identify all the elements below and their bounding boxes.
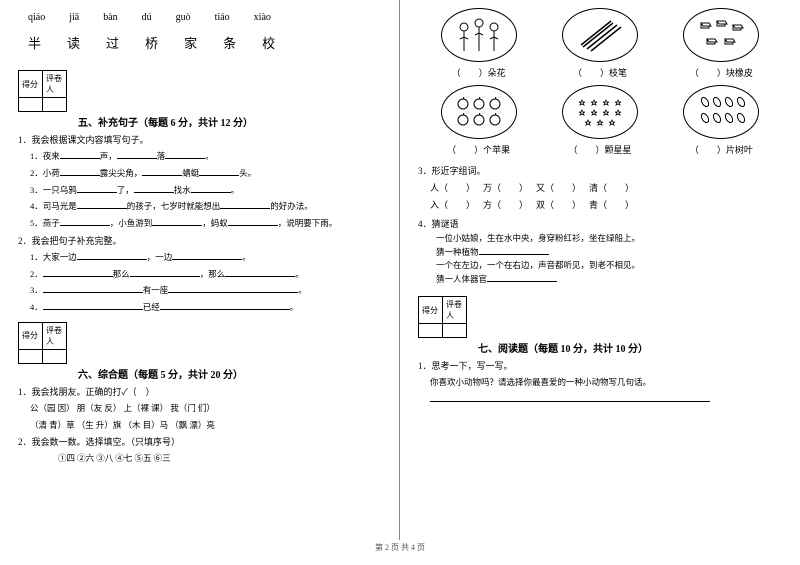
q5-1-2: 2．小荷露尖尖角，蜻蜓头。 — [30, 167, 381, 180]
section-5-title: 五、补充句子（每题 6 分，共计 12 分） — [78, 114, 381, 129]
pair: 方（ ） — [483, 198, 528, 211]
icon-row-1: （ ）朵花 （ ）枝笔 （ ）块橡皮 — [418, 8, 782, 79]
char-pairs-1: 人（ ） 万（ ） 又（ ） 清（ ） — [430, 181, 782, 194]
riddle-2b: 猜一人体器官 — [436, 273, 782, 287]
q5-1-5: 5．燕子，小鱼游到，蚂蚁，说明要下雨。 — [30, 217, 381, 230]
pinyin: tiáo — [215, 12, 230, 23]
q5-1-4: 4．司马光是的孩子，七岁时就能想出的好办法。 — [30, 200, 381, 213]
score-box: 得分 评卷人 — [18, 322, 381, 364]
q5-1-1: 1．夜来声，落。 — [30, 150, 381, 163]
hanzi: 半 — [28, 33, 41, 52]
apples-icon — [441, 85, 517, 139]
pencils-icon — [562, 8, 638, 62]
hanzi: 过 — [106, 33, 119, 52]
pinyin: qiáo — [28, 12, 45, 23]
pinyin-row: qiáo jiā bàn dú guò tiáo xiào — [28, 12, 381, 23]
q-right-4: 4．猜谜语 — [418, 217, 782, 230]
hanzi: 家 — [184, 33, 197, 52]
hanzi: 条 — [223, 33, 236, 52]
pinyin: xiào — [254, 12, 271, 23]
q5-1-3: 3．一只乌鸦了，找水。 — [30, 184, 381, 197]
q5-2-2: 2．那么，那么。 — [30, 268, 381, 281]
q6-1-line1: 公（园 因） 朋（友 反） 上（裸 课） 我（门 们） — [30, 402, 381, 415]
riddle-1b: 猜一种植物 — [436, 246, 782, 260]
leaves-icon — [683, 85, 759, 139]
riddle-2a: 一个在左边，一个在右边，声音都听见，到老不相见。 — [436, 259, 782, 273]
pair: 青（ ） — [589, 198, 634, 211]
pair: 万（ ） — [483, 181, 528, 194]
pinyin: dú — [142, 12, 152, 23]
q6-1: 1．我会找朋友。正确的打✓（ ） — [18, 385, 381, 398]
hanzi: 校 — [262, 33, 275, 52]
page-footer: 第 2 页 共 4 页 — [0, 542, 800, 553]
q-right-3: 3．形近字组词。 — [418, 164, 782, 177]
flowers-icon — [441, 8, 517, 62]
icon-label: （ ）朵花 — [419, 66, 539, 79]
section-6-title: 六、综合题（每题 5 分，共计 20 分） — [78, 366, 381, 381]
score-header: 得分 — [419, 297, 443, 324]
icon-cell: （ ）颗星星 — [540, 85, 660, 156]
pinyin: jiā — [69, 12, 79, 23]
icon-cell: （ ）朵花 — [419, 8, 539, 79]
erasers-icon — [683, 8, 759, 62]
icon-cell: （ ）个苹果 — [419, 85, 539, 156]
score-box: 得分 评卷人 — [18, 70, 381, 112]
pair: 双（ ） — [536, 198, 581, 211]
q6-1-line2: （清 青）草 （生 升）旗 （木 目）马 （飘 漂）亮 — [30, 419, 381, 432]
left-column: qiáo jiā bàn dú guò tiáo xiào 半 读 过 桥 家 … — [0, 0, 400, 540]
hanzi-row: 半 读 过 桥 家 条 校 — [28, 33, 381, 52]
q5-1: 1．我会根据课文内容填写句子。 — [18, 133, 381, 146]
icon-label: （ ）个苹果 — [419, 143, 539, 156]
marker-header: 评卷人 — [43, 71, 67, 98]
icon-label: （ ）块橡皮 — [661, 66, 781, 79]
q7-1: 1．思考一下，写一写。 — [418, 359, 782, 372]
q5-2-4: 4．已经。 — [30, 301, 381, 314]
q7-1-body: 你喜欢小动物吗？请选择你最喜爱的一种小动物写几句话。 — [430, 376, 782, 389]
marker-header: 评卷人 — [43, 322, 67, 349]
q5-2-3: 3．有一座。 — [30, 284, 381, 297]
q6-2: 2．我会数一数。选择填空。（只填序号） — [18, 435, 381, 448]
pair: 又（ ） — [536, 181, 581, 194]
score-header: 得分 — [19, 71, 43, 98]
q6-2-nums: ①四 ②六 ③八 ④七 ⑤五 ⑥三 — [58, 452, 381, 465]
pair: 入（ ） — [430, 198, 475, 211]
pinyin: bàn — [103, 12, 117, 23]
q5-2-1: 1．大家一边，一边。 — [30, 251, 381, 264]
hanzi: 桥 — [145, 33, 158, 52]
icon-cell: （ ）块橡皮 — [661, 8, 781, 79]
score-box: 得分 评卷人 — [418, 296, 782, 338]
right-column: （ ）朵花 （ ）枝笔 （ ）块橡皮 （ ）个苹果 （ ）颗星星 （ ）片树叶 … — [400, 0, 800, 540]
q5-2: 2．我会把句子补充完整。 — [18, 234, 381, 247]
icon-label: （ ）颗星星 — [540, 143, 660, 156]
riddle-1a: 一位小姑娘，生在水中央，身穿粉红衫，坐在绿船上。 — [436, 232, 782, 246]
pinyin: guò — [176, 12, 191, 23]
answer-line — [430, 393, 782, 406]
icon-cell: （ ）片树叶 — [661, 85, 781, 156]
icon-row-2: （ ）个苹果 （ ）颗星星 （ ）片树叶 — [418, 85, 782, 156]
marker-header: 评卷人 — [443, 297, 467, 324]
pair: 清（ ） — [589, 181, 634, 194]
section-7-title: 七、阅读题（每题 10 分，共计 10 分） — [478, 340, 782, 355]
stars-icon — [562, 85, 638, 139]
char-pairs-2: 入（ ） 方（ ） 双（ ） 青（ ） — [430, 198, 782, 211]
icon-label: （ ）片树叶 — [661, 143, 781, 156]
pair: 人（ ） — [430, 181, 475, 194]
hanzi: 读 — [67, 33, 80, 52]
score-header: 得分 — [19, 322, 43, 349]
icon-label: （ ）枝笔 — [540, 66, 660, 79]
icon-cell: （ ）枝笔 — [540, 8, 660, 79]
